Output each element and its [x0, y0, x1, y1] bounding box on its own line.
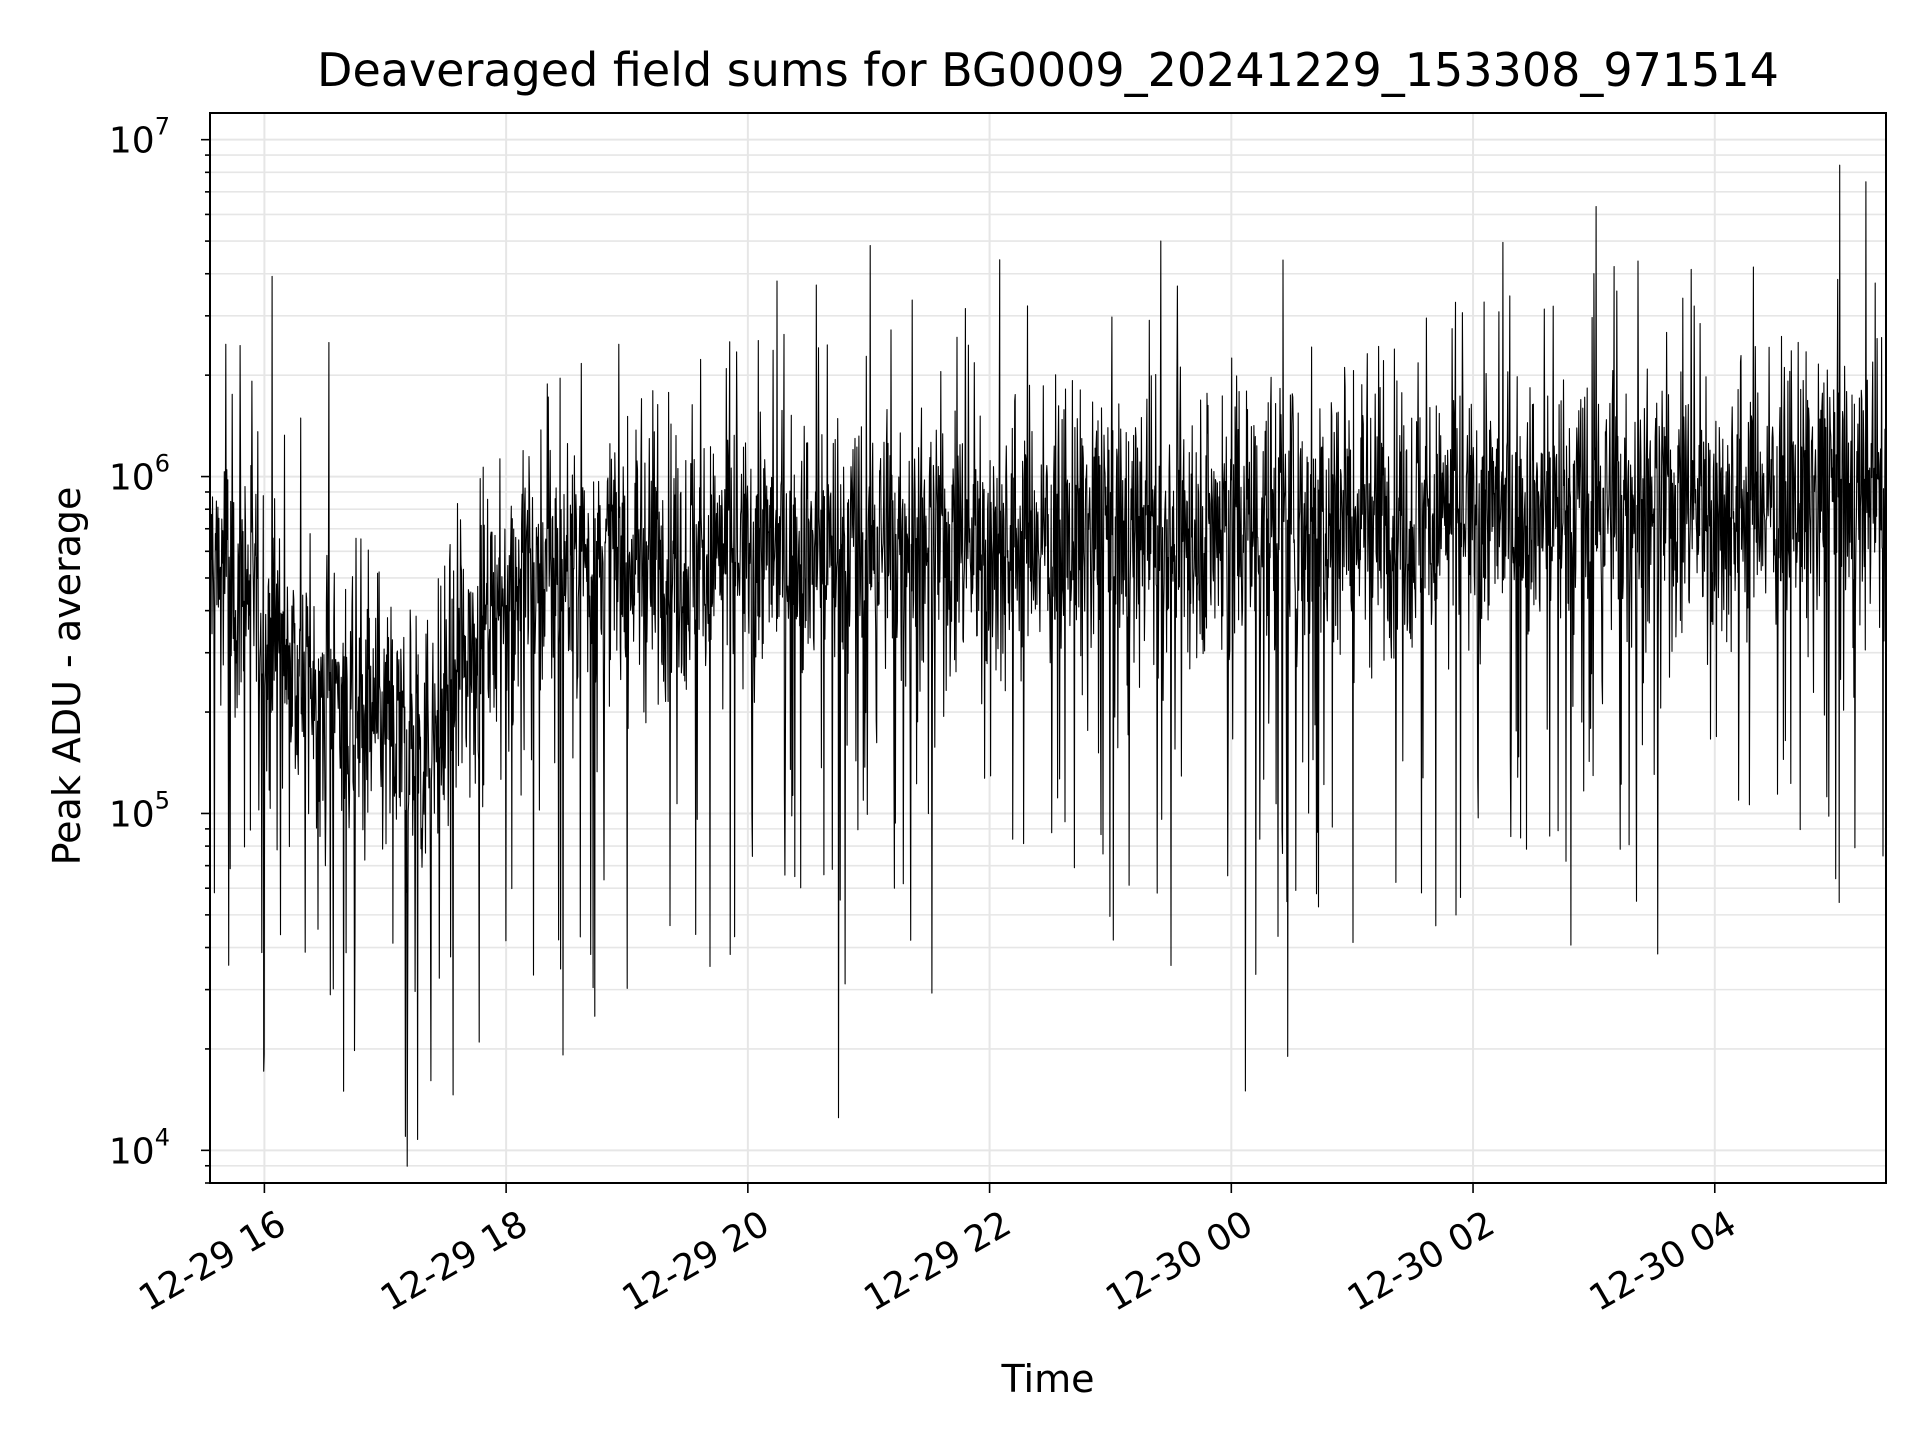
y-tick-label: 104: [109, 1123, 170, 1172]
chart-title: Deaveraged field sums for BG0009_2024122…: [317, 43, 1779, 97]
y-tick-exponent: 4: [155, 1123, 170, 1151]
y-tick-label: 107: [109, 113, 170, 162]
y-tick-base: 10: [109, 121, 155, 162]
plot-area-frame: [209, 112, 1887, 1184]
y-tick-base: 10: [109, 1131, 155, 1172]
x-tick-label: 12-29 18: [374, 1203, 535, 1319]
x-axis-label: Time: [1001, 1357, 1095, 1401]
x-tick-label: 12-29 22: [857, 1203, 1018, 1319]
y-tick-base: 10: [109, 458, 155, 499]
x-tick-label: 12-30 00: [1099, 1203, 1260, 1319]
y-tick-base: 10: [109, 794, 155, 835]
x-tick-label: 12-29 16: [132, 1203, 293, 1319]
y-tick-label: 105: [109, 786, 170, 835]
x-tick-label: 12-30 04: [1583, 1203, 1744, 1319]
x-tick-label: 12-30 02: [1341, 1203, 1502, 1319]
x-tick-label: 12-29 20: [616, 1203, 777, 1319]
y-tick-exponent: 5: [155, 786, 170, 814]
x-axis: 12-29 16 12-29 18 12-29 20 12-29 22 12-30 00…: [132, 1183, 1743, 1320]
y-tick-exponent: 7: [155, 113, 170, 141]
y-axis-label: Peak ADU - average: [45, 487, 89, 866]
data-series: [209, 164, 1887, 1167]
y-tick-exponent: 6: [155, 450, 170, 478]
series-line: [209, 164, 1887, 1167]
y-tick-label: 106: [109, 450, 170, 499]
